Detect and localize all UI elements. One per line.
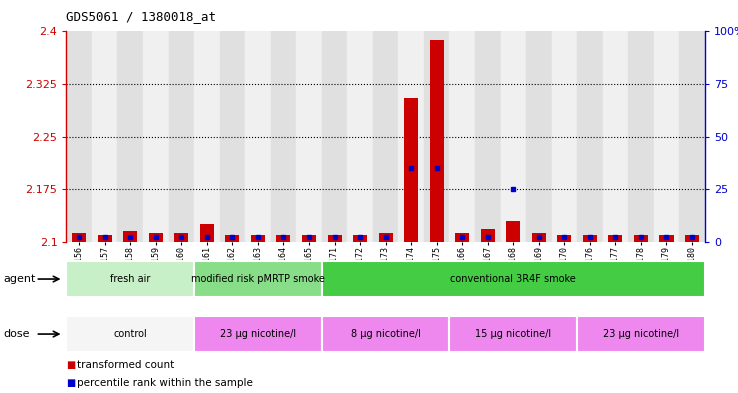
Bar [526,31,551,242]
Bar [449,316,577,352]
Bar [72,233,86,242]
Bar [500,31,526,242]
Text: agent: agent [4,274,36,284]
Text: modified risk pMRTP smoke: modified risk pMRTP smoke [191,274,325,284]
Text: 23 μg nicotine/l: 23 μg nicotine/l [603,329,679,339]
Bar [557,235,571,242]
Text: GDS5061 / 1380018_at: GDS5061 / 1380018_at [66,10,216,23]
Text: 8 μg nicotine/l: 8 μg nicotine/l [351,329,421,339]
Bar [455,233,469,242]
Bar [577,31,603,242]
Bar [603,31,628,242]
Bar [379,233,393,242]
Bar [679,31,705,242]
Bar [66,31,92,242]
Bar [328,235,342,242]
Bar [174,233,188,242]
Bar [149,233,163,242]
Bar [220,31,245,242]
Text: ■: ■ [66,378,76,388]
Bar [634,235,648,242]
Bar [296,31,322,242]
Bar [322,261,705,297]
Bar [92,31,117,242]
Bar [373,31,399,242]
Bar [628,31,654,242]
Bar [194,261,322,297]
Bar [399,31,424,242]
Bar [551,31,577,242]
Bar [532,233,546,242]
Bar [424,31,449,242]
Bar [480,229,494,242]
Text: dose: dose [4,329,30,339]
Bar [322,316,449,352]
Bar [506,221,520,242]
Bar [225,235,239,242]
Bar [97,235,111,242]
Bar [430,40,444,242]
Bar [194,31,220,242]
Bar [685,235,699,242]
Bar [66,316,194,352]
Bar [123,231,137,242]
Text: percentile rank within the sample: percentile rank within the sample [77,378,253,388]
Text: control: control [114,329,147,339]
Bar [66,261,194,297]
Bar [577,316,705,352]
Bar [271,31,296,242]
Bar [245,31,271,242]
Bar [251,235,265,242]
Text: conventional 3R4F smoke: conventional 3R4F smoke [450,274,576,284]
Bar [194,316,322,352]
Bar [302,235,316,242]
Bar [608,235,622,242]
Text: 15 μg nicotine/l: 15 μg nicotine/l [475,329,551,339]
Bar [348,31,373,242]
Bar [322,31,348,242]
Bar [404,98,418,242]
Text: ■: ■ [66,360,76,371]
Text: 23 μg nicotine/l: 23 μg nicotine/l [220,329,296,339]
Bar [353,235,367,242]
Bar [583,235,597,242]
Bar [277,235,291,242]
Bar [143,31,168,242]
Bar [475,31,500,242]
Bar [168,31,194,242]
Bar [449,31,475,242]
Bar [200,224,214,242]
Text: transformed count: transformed count [77,360,175,371]
Bar [117,31,143,242]
Bar [660,235,674,242]
Bar [654,31,679,242]
Text: fresh air: fresh air [110,274,151,284]
